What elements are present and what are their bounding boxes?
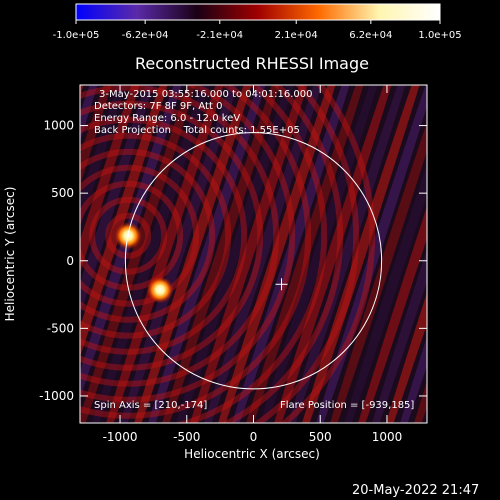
info-detectors: Detectors: 7F 8F 9F, Att 0 [94, 101, 222, 112]
projection-band [183, 85, 345, 423]
projection-band [351, 85, 427, 423]
projection-band [211, 85, 373, 423]
colorbar-tick-label: 1.0e+05 [418, 30, 461, 41]
colorbar-tick-label: 2.1e+04 [275, 30, 318, 41]
colorbar-tick-label: 6.2e+04 [349, 30, 392, 41]
footer-timestamp: 20-May-2022 21:47 [352, 483, 479, 498]
x-tick-label: -1000 [103, 430, 138, 444]
projection-ring [80, 85, 280, 387]
y-tick-label: -1000 [39, 389, 74, 403]
colorbar-tick-label: -2.1e+04 [196, 30, 243, 41]
projection-band [80, 85, 233, 423]
x-tick-label: -500 [173, 430, 200, 444]
y-tick-label: 500 [51, 186, 74, 200]
projection-band [80, 85, 163, 423]
info-time-range: 3-May-2015 03:55:16.000 to 04:01:16.000 [99, 89, 312, 100]
x-tick-label: 0 [250, 430, 258, 444]
projection-ring [252, 85, 360, 423]
projection-band [295, 85, 427, 423]
projection-ring [220, 85, 344, 423]
projection-band [197, 85, 359, 423]
projection-band [421, 85, 427, 423]
projection-band [323, 85, 427, 423]
colorbar-tick-label: -6.2e+04 [122, 30, 169, 41]
projection-band [80, 85, 191, 423]
y-axis-ticks: 1000 500 0 -500 -1000 [39, 119, 427, 403]
projection-band [80, 85, 205, 423]
projection-ring [105, 212, 152, 259]
projection-ring [80, 164, 200, 307]
projection-band [141, 85, 303, 423]
projection-ring [89, 196, 168, 275]
projection-ring [80, 85, 312, 419]
projection-band [459, 1, 500, 499]
projection-ring [80, 85, 328, 423]
projection-band [473, 1, 500, 499]
y-axis-label: Heliocentric Y (arcsec) [3, 187, 17, 322]
flare-source [146, 276, 174, 304]
colorbar-ticks: -1.0e+05 -6.2e+04 -2.1e+04 2.1e+04 6.2e+04 1.… [53, 20, 462, 41]
projection-band [239, 85, 401, 423]
projection-band [127, 85, 289, 423]
x-tick-label: 1000 [372, 430, 403, 444]
y-tick-label: -500 [47, 321, 74, 335]
projection-band [365, 85, 427, 423]
projection-band [169, 85, 331, 423]
projection-band [487, 1, 500, 499]
colorbar-tick-label: -1.0e+05 [53, 30, 100, 41]
projection-ring [80, 148, 216, 323]
projection-band [113, 85, 275, 423]
solar-limb-circle [124, 132, 383, 390]
spin-axis-marker [275, 278, 288, 291]
projection-band [225, 85, 387, 423]
x-axis-ticks: -1000 -500 0 500 1000 [103, 85, 403, 444]
projection-band [267, 85, 427, 423]
projection-band [445, 1, 500, 499]
projection-band [85, 85, 247, 423]
y-tick-label: 1000 [43, 119, 74, 133]
projection-band [155, 85, 317, 423]
spin-axis-text: Spin Axis = [210,-174] [94, 400, 207, 411]
projection-band [309, 85, 427, 423]
projection-band [80, 85, 219, 423]
projection-band [80, 85, 177, 423]
x-tick-label: 500 [309, 430, 332, 444]
projection-band [80, 85, 149, 423]
chart-title: Reconstructed RHESSI Image [135, 54, 369, 73]
projection-band [431, 1, 500, 499]
projection-band [99, 85, 261, 423]
projection-band [80, 85, 135, 423]
projection-ring [80, 85, 296, 403]
projection-band [253, 85, 415, 423]
projection-ring [279, 85, 376, 423]
flare-position-text: Flare Position = [-939,185] [280, 400, 414, 411]
projection-band [337, 85, 427, 423]
projection-band [281, 85, 427, 423]
colorbar [75, 3, 441, 21]
projection-ring [80, 100, 264, 371]
info-method-counts: Back Projection Total counts: 1.55E+05 [94, 125, 300, 136]
projection-band [379, 85, 427, 423]
projection-ring [80, 132, 232, 339]
projection-ring [80, 116, 248, 355]
y-tick-label: 0 [66, 254, 74, 268]
info-energy-range: Energy Range: 6.0 - 12.0 keV [94, 113, 240, 124]
x-axis-label: Heliocentric X (arcsec) [184, 447, 320, 461]
info-block: 3-May-2015 03:55:16.000 to 04:01:16.000 … [94, 89, 414, 411]
